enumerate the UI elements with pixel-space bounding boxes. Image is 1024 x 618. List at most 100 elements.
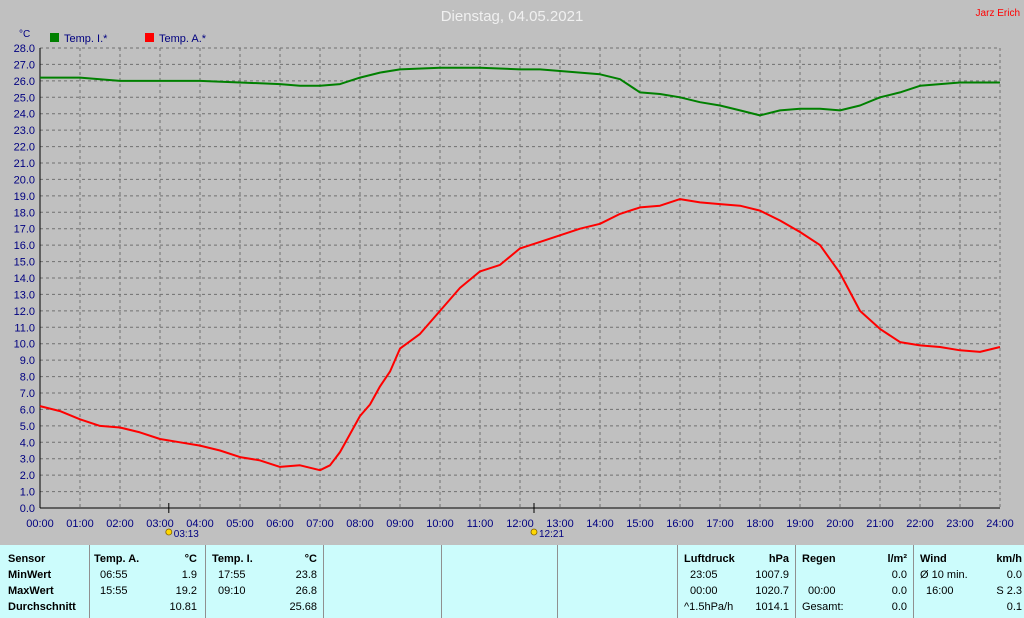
luftdruck-column: Luftdruck hPa 23:05 1007.9 00:00 1020.7 … <box>678 545 796 618</box>
y-tick-label: 9.0 <box>20 355 35 367</box>
legend-swatch <box>50 33 59 42</box>
x-tick-label: 09:00 <box>386 518 414 530</box>
regen-min-value: 0.0 <box>891 569 907 581</box>
x-tick-label: 06:00 <box>266 518 294 530</box>
temp-i-avg-value: 25.68 <box>289 601 317 613</box>
wind-header: Wind <box>920 553 947 565</box>
wind-avg-value: 0.1 <box>1006 601 1022 613</box>
x-tick-label: 01:00 <box>66 518 94 530</box>
y-tick-label: 27.0 <box>14 59 35 71</box>
x-tick-label: 24:00 <box>986 518 1014 530</box>
y-tick-label: 18.0 <box>14 207 35 219</box>
y-tick-label: 13.0 <box>14 289 35 301</box>
y-tick-label: 23.0 <box>14 125 35 137</box>
x-tick-label: 08:00 <box>346 518 374 530</box>
temp-a-min-value: 1.9 <box>181 569 197 581</box>
luftdruck-trend: ^1.5hPa/h <box>684 601 734 613</box>
y-tick-label: 26.0 <box>14 76 35 88</box>
y-tick-label: 4.0 <box>20 437 35 449</box>
temp-a-min-time: 06:55 <box>100 569 128 581</box>
y-tick-label: 16.0 <box>14 240 35 252</box>
x-tick-label: 00:00 <box>26 518 54 530</box>
y-tick-label: 28.0 <box>14 43 35 55</box>
x-tick-label: 07:00 <box>306 518 334 530</box>
wind-max-time: 16:00 <box>926 585 954 597</box>
temp-i-unit: °C <box>304 553 317 565</box>
marker-label: 03:13 <box>174 529 199 540</box>
regen-total-label: Gesamt: <box>802 601 844 613</box>
y-tick-label: 14.0 <box>14 273 35 285</box>
regen-max-value: 0.0 <box>891 585 907 597</box>
temp-i-min-value: 23.8 <box>295 569 317 581</box>
x-tick-label: 16:00 <box>666 518 694 530</box>
sun-noon-icon <box>530 528 538 536</box>
y-tick-label: 11.0 <box>14 322 35 334</box>
y-tick-label: 15.0 <box>14 257 35 269</box>
y-tick-label: 20.0 <box>14 174 35 186</box>
series-line <box>39 198 1001 472</box>
sensor-header: Sensor <box>8 553 46 565</box>
wind-unit: km/h <box>996 553 1022 565</box>
x-tick-label: 15:00 <box>626 518 654 530</box>
temp-a-header: Temp. A. <box>94 553 140 565</box>
legend-label: Temp. I.* <box>64 33 108 45</box>
luftdruck-max-time: 00:00 <box>690 585 718 597</box>
statistics-panel: Sensor MinWert MaxWert Durchschnitt Temp… <box>0 545 1024 618</box>
x-tick-label: 18:00 <box>746 518 774 530</box>
temp-a-max-value: 19.2 <box>175 585 197 597</box>
wind-avg10-label: Ø 10 min. <box>920 569 968 581</box>
x-tick-label: 13:00 <box>546 518 574 530</box>
y-tick-label: 10.0 <box>14 339 35 351</box>
regen-max-time: 00:00 <box>808 585 836 597</box>
y-tick-label: 6.0 <box>20 404 35 416</box>
wind-avg10-value: 0.0 <box>1006 569 1022 581</box>
x-tick-label: 17:00 <box>706 518 734 530</box>
empty-column-1 <box>324 545 442 618</box>
temperature-chart: Dienstag, 04.05.2021 Jarz Erich °C Temp. I.… <box>14 8 1020 540</box>
temp-a-avg-value: 10.81 <box>169 601 197 613</box>
chart-title: Dienstag, 04.05.2021 <box>441 8 584 25</box>
x-tick-label: 11:00 <box>467 518 494 530</box>
temp-i-column: Temp. I. °C 17:55 23.8 09:10 26.8 25.68 <box>206 545 324 618</box>
x-tick-label: 21:00 <box>866 518 894 530</box>
sunrise-icon <box>165 528 173 536</box>
temp-i-max-value: 26.8 <box>295 585 317 597</box>
y-tick-label: 3.0 <box>20 454 35 466</box>
empty-column-3 <box>558 545 678 618</box>
x-tick-label: 10:00 <box>426 518 454 530</box>
luftdruck-unit: hPa <box>768 553 789 565</box>
x-tick-label: 12:00 <box>506 518 534 530</box>
luftdruck-avg-value: 1014.1 <box>755 601 789 613</box>
legend-swatch <box>145 33 154 42</box>
x-tick-label: 04:00 <box>186 518 214 530</box>
y-tick-label: 17.0 <box>14 224 35 236</box>
y-tick-label: 22.0 <box>14 142 35 154</box>
wind-max-value: S 2.3 <box>996 585 1022 597</box>
legend-label: Temp. A.* <box>159 33 207 45</box>
temp-a-column: Temp. A. °C 06:55 1.9 15:55 19.2 10.81 <box>90 545 206 618</box>
y-tick-label: 25.0 <box>14 92 35 104</box>
y-tick-label: 5.0 <box>20 421 35 433</box>
temp-a-max-time: 15:55 <box>100 585 128 597</box>
x-tick-label: 05:00 <box>226 518 254 530</box>
regen-total-value: 0.0 <box>891 601 907 613</box>
y-tick-label: 2.0 <box>20 470 35 482</box>
x-tick-label: 19:00 <box>786 518 814 530</box>
sensor-column: Sensor MinWert MaxWert Durchschnitt <box>0 545 90 618</box>
regen-column: Regen l/m² 0.0 00:00 0.0 Gesamt: 0.0 <box>796 545 914 618</box>
luftdruck-min-time: 23:05 <box>690 569 718 581</box>
y-tick-label: 12.0 <box>14 306 35 318</box>
wind-column: Wind km/h Ø 10 min. 0.0 16:00 S 2.3 0.1 <box>914 545 1024 618</box>
x-tick-label: 03:00 <box>146 518 174 530</box>
luftdruck-header: Luftdruck <box>684 553 735 565</box>
x-tick-label: 14:00 <box>586 518 614 530</box>
y-axis-unit: °C <box>19 29 30 40</box>
temp-a-unit: °C <box>184 553 197 565</box>
y-tick-label: 24.0 <box>14 109 35 121</box>
regen-header: Regen <box>802 553 836 565</box>
x-tick-label: 22:00 <box>906 518 934 530</box>
temp-i-header: Temp. I. <box>212 553 253 565</box>
row-label-min: MinWert <box>8 569 52 581</box>
luftdruck-min-value: 1007.9 <box>755 569 789 581</box>
y-tick-label: 8.0 <box>20 372 35 384</box>
